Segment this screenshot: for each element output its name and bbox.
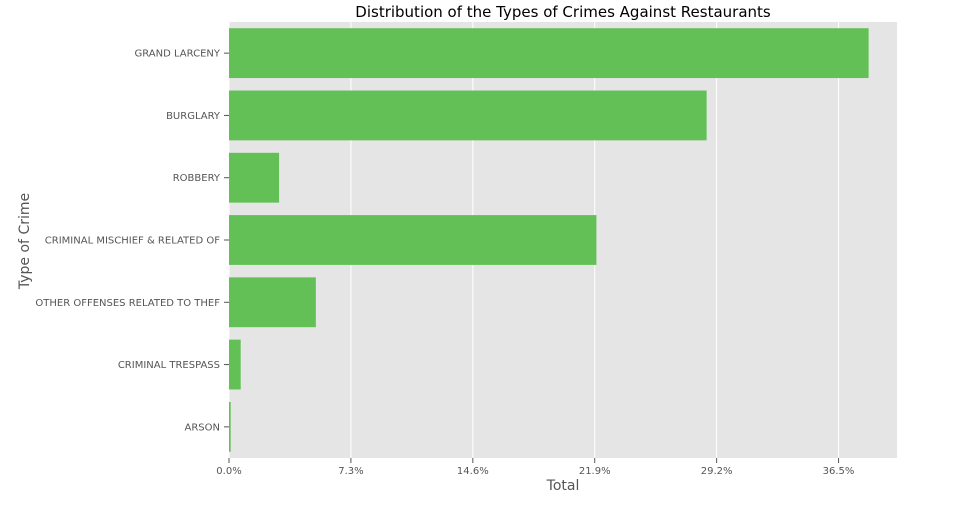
y-tick-label-6: ARSON [185, 422, 221, 433]
y-tick-label-5: CRIMINAL TRESPASS [118, 360, 220, 371]
x-tick-labels: 0.0% 7.3% 14.6% 21.9% 29.2% 36.5% [216, 458, 854, 477]
bar-6 [229, 401, 231, 452]
x-axis-label: Total [546, 478, 580, 494]
bar-0 [229, 28, 869, 79]
y-tick-label-2: ROBBERY [173, 173, 221, 184]
bar-5 [229, 339, 241, 390]
bar-4 [229, 277, 316, 328]
y-tick-label-0: GRAND LARCENY [135, 49, 221, 60]
x-tick-label-1: 7.3% [338, 466, 363, 477]
chart-title: Distribution of the Types of Crimes Agai… [355, 3, 771, 21]
y-axis-label: Type of Crime [17, 193, 33, 290]
y-tick-label-1: BURGLARY [166, 111, 221, 122]
x-tick-label-3: 21.9% [579, 466, 611, 477]
x-tick-label-4: 29.2% [701, 466, 733, 477]
bar-2 [229, 152, 280, 203]
x-tick-label-2: 14.6% [457, 466, 489, 477]
y-tick-label-4: OTHER OFFENSES RELATED TO THEF [35, 298, 220, 309]
bar-1 [229, 90, 707, 141]
bars [229, 28, 869, 452]
bar-3 [229, 215, 597, 265]
y-tick-label-3: CRIMINAL MISCHIEF & RELATED OF [45, 236, 220, 247]
x-tick-label-0: 0.0% [216, 466, 241, 477]
x-tick-label-5: 36.5% [823, 466, 855, 477]
y-tick-labels: GRAND LARCENY BURGLARY ROBBERY CRIMINAL MIS… [35, 49, 229, 433]
